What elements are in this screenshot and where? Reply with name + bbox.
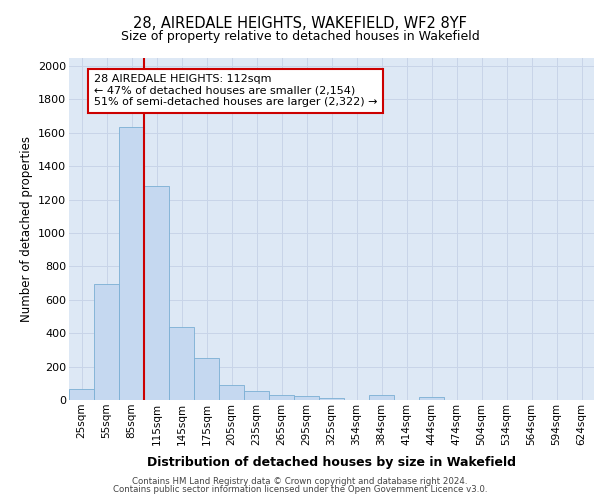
Bar [94,284,119,400]
Bar [419,397,444,400]
Text: Size of property relative to detached houses in Wakefield: Size of property relative to detached ho… [121,30,479,43]
Text: 28 AIREDALE HEIGHTS: 112sqm
← 47% of detached houses are smaller (2,154)
51% of : 28 AIREDALE HEIGHTS: 112sqm ← 47% of det… [94,74,377,108]
Bar [144,186,169,400]
Text: Contains HM Land Registry data © Crown copyright and database right 2024.: Contains HM Land Registry data © Crown c… [132,477,468,486]
Text: 28, AIREDALE HEIGHTS, WAKEFIELD, WF2 8YF: 28, AIREDALE HEIGHTS, WAKEFIELD, WF2 8YF [133,16,467,31]
Bar [244,392,269,400]
Bar [119,127,144,400]
Bar [194,358,219,400]
X-axis label: Distribution of detached houses by size in Wakefield: Distribution of detached houses by size … [147,456,516,469]
Bar [369,396,394,400]
Y-axis label: Number of detached properties: Number of detached properties [20,136,32,322]
Bar [69,389,94,400]
Bar [169,328,194,400]
Bar [219,386,244,400]
Bar [319,398,344,400]
Bar [294,396,319,400]
Bar [269,395,294,400]
Text: Contains public sector information licensed under the Open Government Licence v3: Contains public sector information licen… [113,484,487,494]
